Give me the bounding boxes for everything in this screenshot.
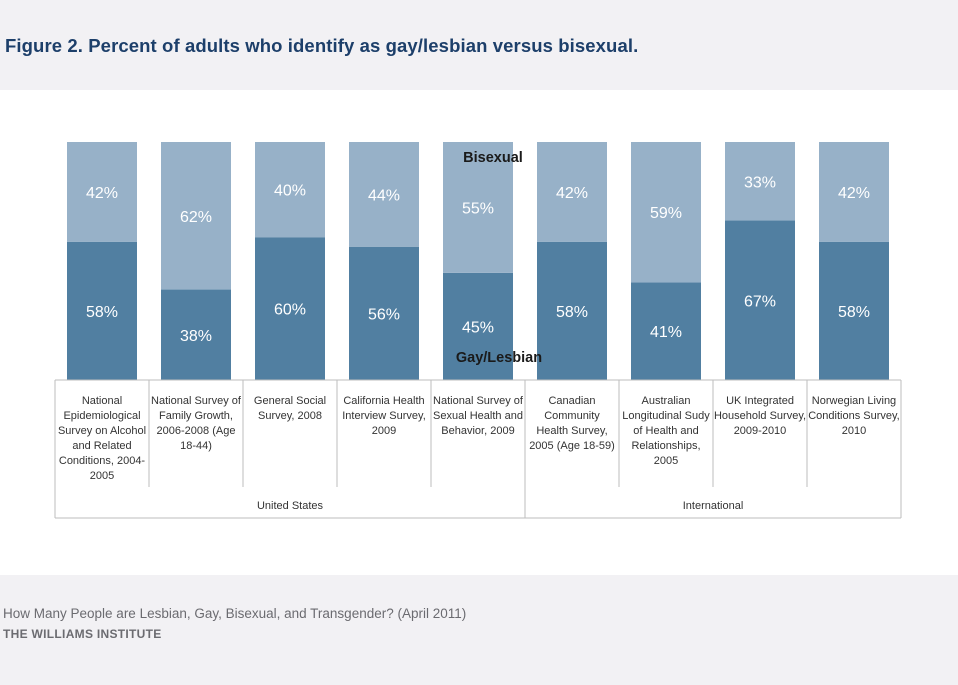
category-label-8: Norwegian Living Conditions Survey, 2010 — [808, 395, 900, 437]
data-label-gay-lesbian-1: 38% — [180, 328, 212, 345]
category-label-1: National Survey of Family Growth, 2006-200… — [151, 395, 242, 452]
data-label-gay-lesbian-6: 41% — [650, 324, 682, 341]
category-label-2: General Social Survey, 2008 — [254, 395, 326, 422]
data-label-gay-lesbian-4: 45% — [462, 319, 494, 336]
bar-gay-lesbian-8 — [819, 241, 889, 380]
organization-name: THE WILLIAMS INSTITUTE — [3, 627, 162, 641]
category-label-3: California Health Interview Survey, 2009 — [342, 395, 426, 437]
group-label-0: United States — [257, 500, 324, 512]
data-label-gay-lesbian-7: 67% — [744, 293, 776, 310]
data-label-bisexual-7: 33% — [744, 174, 776, 191]
data-label-gay-lesbian-0: 58% — [86, 304, 118, 321]
bar-gay-lesbian-3 — [349, 246, 419, 380]
data-label-bisexual-0: 42% — [86, 185, 118, 202]
bar-bisexual-1 — [161, 142, 231, 290]
category-label-6: Australian Longitudinal Sudy of Health and… — [622, 395, 710, 467]
bar-gay-lesbian-5 — [537, 241, 607, 380]
data-label-gay-lesbian-8: 58% — [838, 304, 870, 321]
category-label-5: Canadian Community Health Survey, 2005 (Age… — [529, 395, 615, 452]
bar-bisexual-4 — [443, 142, 513, 273]
source-citation: How Many People are Lesbian, Gay, Bisexu… — [3, 606, 467, 621]
bar-gay-lesbian-0 — [67, 241, 137, 380]
data-label-bisexual-5: 42% — [556, 185, 588, 202]
data-label-gay-lesbian-5: 58% — [556, 304, 588, 321]
data-label-gay-lesbian-3: 56% — [368, 306, 400, 323]
bar-bisexual-7 — [725, 142, 795, 221]
data-label-bisexual-2: 40% — [274, 183, 306, 200]
series-label-gay-lesbian: Gay/Lesbian — [456, 350, 542, 366]
category-label-7: UK Integrated Household Survey, 2009-2010 — [714, 395, 806, 437]
data-label-bisexual-3: 44% — [368, 187, 400, 204]
bar-gay-lesbian-7 — [725, 220, 795, 380]
bar-gay-lesbian-1 — [161, 289, 231, 380]
bar-bisexual-6 — [631, 142, 701, 283]
data-label-gay-lesbian-2: 60% — [274, 302, 306, 319]
bar-bisexual-3 — [349, 142, 419, 247]
bar-gay-lesbian-4 — [443, 272, 513, 380]
bar-bisexual-8 — [819, 142, 889, 242]
bar-gay-lesbian-2 — [255, 237, 325, 380]
bar-bisexual-2 — [255, 142, 325, 238]
figure-title: Figure 2. Percent of adults who identify… — [5, 35, 639, 56]
bar-bisexual-0 — [67, 142, 137, 242]
category-label-4: National Survey of Sexual Health and Behav… — [433, 395, 524, 437]
category-label-0: National Epidemiological Survey on Alcohol… — [58, 395, 146, 482]
data-label-bisexual-8: 42% — [838, 185, 870, 202]
bar-gay-lesbian-6 — [631, 282, 701, 380]
stacked-bar-chart: 58% 42% 38% 62% 60% 40% 56% 44% 45% 55% 58% 42% 41% 5… — [54, 142, 902, 519]
data-label-bisexual-1: 62% — [180, 209, 212, 226]
series-label-bisexual: Bisexual — [463, 150, 523, 166]
data-label-bisexual-4: 55% — [462, 200, 494, 217]
bar-bisexual-5 — [537, 142, 607, 242]
chart-panel: 58% 42% 38% 62% 60% 40% 56% 44% 45% 55% 58% 42% 41% 5… — [0, 90, 958, 575]
group-label-1: International — [683, 500, 744, 512]
data-label-bisexual-6: 59% — [650, 205, 682, 222]
